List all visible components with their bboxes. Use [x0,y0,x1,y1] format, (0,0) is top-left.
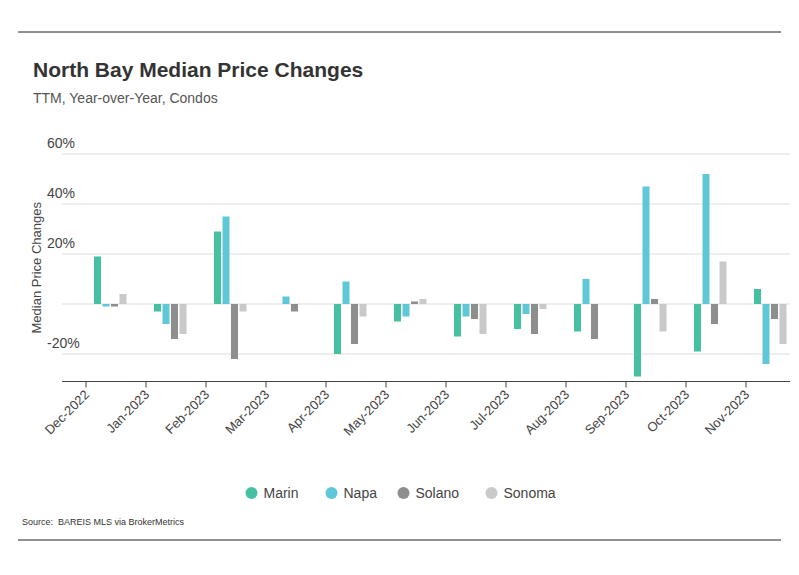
bar [351,304,358,344]
bar [471,304,478,319]
legend-label: Solano [416,485,460,501]
legend: Marin Napa Solano Sonoma [246,485,556,501]
x-tick-label: Oct-2023 [644,387,692,435]
legend-swatch [486,487,498,499]
y-tick-label: 60% [47,135,75,151]
bar [591,304,598,339]
x-tick-label: Sep-2023 [582,387,632,437]
grid-line [62,354,790,355]
bar [583,279,590,304]
bar [94,257,101,305]
bar [171,304,178,339]
x-tick-label: Aug-2023 [522,387,572,437]
chart: North Bay Median Price Changes TTM, Year-… [0,0,799,575]
y-tick-label: 40% [47,185,75,201]
x-tick-label: Feb-2023 [162,387,212,437]
grid-line [62,204,790,205]
bar [240,304,247,312]
bar [360,304,367,317]
bar [231,304,238,359]
bar [214,232,221,305]
x-tick-label: Dec-2022 [42,387,92,437]
x-tick-label: Jan-2023 [103,387,152,436]
legend-swatch [326,487,338,499]
bar [480,304,487,334]
y-tick-label: -20% [47,335,80,351]
bar [711,304,718,324]
bottom-rule [18,540,781,541]
x-tick-label: Mar-2023 [222,387,272,437]
bar [154,304,161,312]
x-axis [62,381,790,382]
bar [643,187,650,305]
bar [343,282,350,305]
bar [334,304,341,354]
bar [523,304,530,314]
title: North Bay Median Price Changes [33,58,363,81]
bar [120,294,127,304]
bar [463,304,470,317]
bar [180,304,187,334]
bar [300,304,307,305]
x-tick-label: May-2023 [341,387,392,438]
x-tick [266,382,267,388]
bar [163,304,170,324]
x-tick [626,382,627,388]
bar [103,304,110,307]
x-tick [146,382,147,388]
bars [94,174,787,377]
y-axis-label: Median Price Changes [29,201,44,333]
source: Source: BAREIS MLS via BrokerMetrics [22,517,185,527]
bar [291,304,298,312]
bar [514,304,521,329]
x-tick [206,382,207,388]
x-tick [446,382,447,388]
legend-label: Napa [344,485,378,501]
bar [634,304,641,377]
bar [771,304,778,319]
x-tick [386,382,387,388]
legend-label: Marin [264,485,299,501]
bar [651,299,658,304]
bar [660,304,667,332]
x-tick [506,382,507,388]
grid-line [62,154,790,155]
bar [694,304,701,352]
grid-line [62,254,790,255]
x-tick [326,382,327,388]
bar [411,302,418,305]
bar [763,304,770,364]
x-tick [566,382,567,388]
legend-swatch [246,487,258,499]
bar [574,304,581,332]
x-tick [86,382,87,388]
x-tick-label: Jul-2023 [466,387,512,433]
bar [531,304,538,334]
x-tick-label: Apr-2023 [284,387,332,435]
subtitle: TTM, Year-over-Year, Condos [33,90,218,106]
y-tick-label: 20% [47,235,75,251]
bar [283,297,290,305]
x-tick [686,382,687,388]
bar [720,262,727,305]
bar [274,304,281,305]
x-tick-label: Nov-2023 [702,387,752,437]
bar [780,304,787,344]
bar [394,304,401,322]
bar [754,289,761,304]
x-tick [746,382,747,388]
legend-label: Sonoma [504,485,556,501]
legend-swatch [398,487,410,499]
top-rule [18,32,781,33]
bar [403,304,410,317]
bar [540,304,547,309]
bar [703,174,710,304]
bar [600,304,607,305]
bar [454,304,461,337]
bar [111,304,118,307]
x-tick-label: Jun-2023 [403,387,452,436]
bar [223,217,230,305]
bar [420,299,427,304]
